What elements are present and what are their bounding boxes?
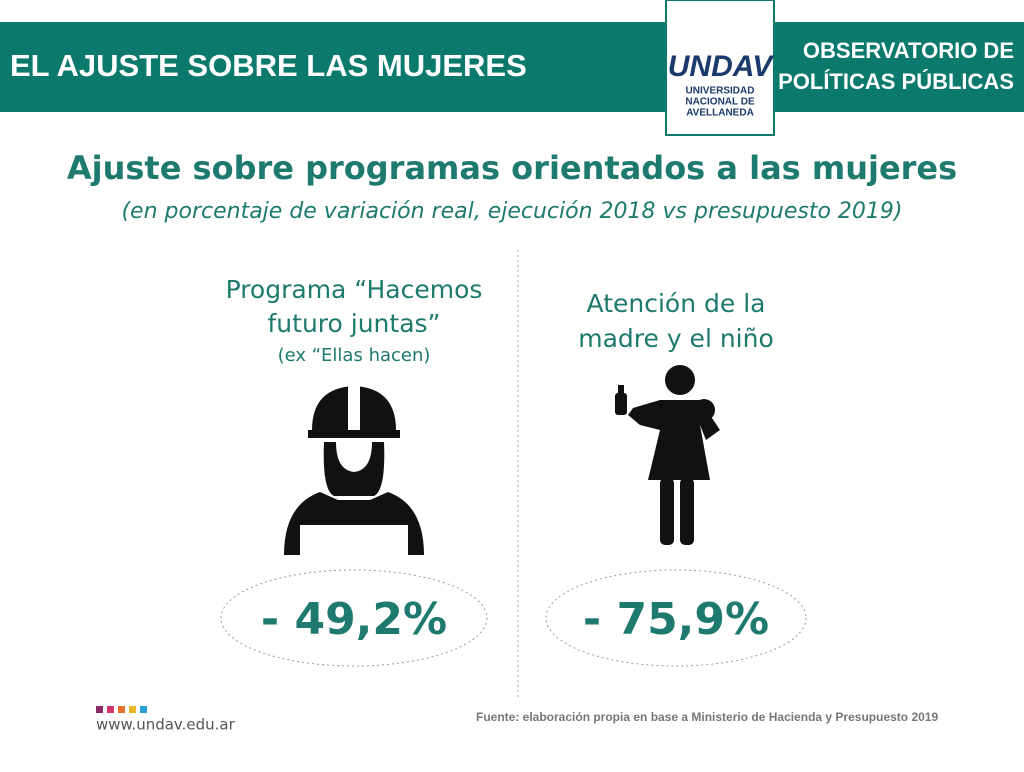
org-line: OBSERVATORIO DE — [803, 38, 1014, 63]
header-title: EL AJUSTE SOBRE LAS MUJERES — [10, 48, 527, 83]
footer-url: www.undav.edu.ar — [96, 716, 236, 734]
title: Ajuste sobre programas orientados a las … — [67, 149, 957, 187]
footer-source: Fuente: elaboración propia en base a Min… — [476, 710, 938, 724]
value-ellipse — [220, 569, 488, 667]
logo-line: AVELLANEDA — [686, 108, 754, 119]
item-label: futuro juntas” — [268, 309, 441, 338]
item-value: - 75,9% — [583, 594, 769, 645]
value-ellipse — [545, 569, 807, 667]
subtitle: (en porcentaje de variación real, ejecuc… — [121, 199, 902, 224]
color-squares — [96, 706, 147, 713]
org-line: POLÍTICAS PÚBLICAS — [778, 69, 1014, 94]
item-note: (ex “Ellas hacen) — [278, 345, 431, 366]
logo-box — [665, 0, 775, 136]
item-label: madre y el niño — [578, 324, 774, 353]
logo-line: NACIONAL DE — [685, 97, 755, 108]
header-bar — [0, 22, 1024, 112]
item-label: Atención de la — [587, 289, 766, 318]
item-value: - 49,2% — [261, 594, 447, 645]
worker-icon — [284, 386, 424, 555]
logo-line: UNIVERSIDAD — [686, 86, 755, 97]
mother-icon — [615, 365, 720, 545]
logo-mark: UNDAV — [668, 50, 775, 83]
item-label: Programa “Hacemos — [226, 275, 483, 304]
